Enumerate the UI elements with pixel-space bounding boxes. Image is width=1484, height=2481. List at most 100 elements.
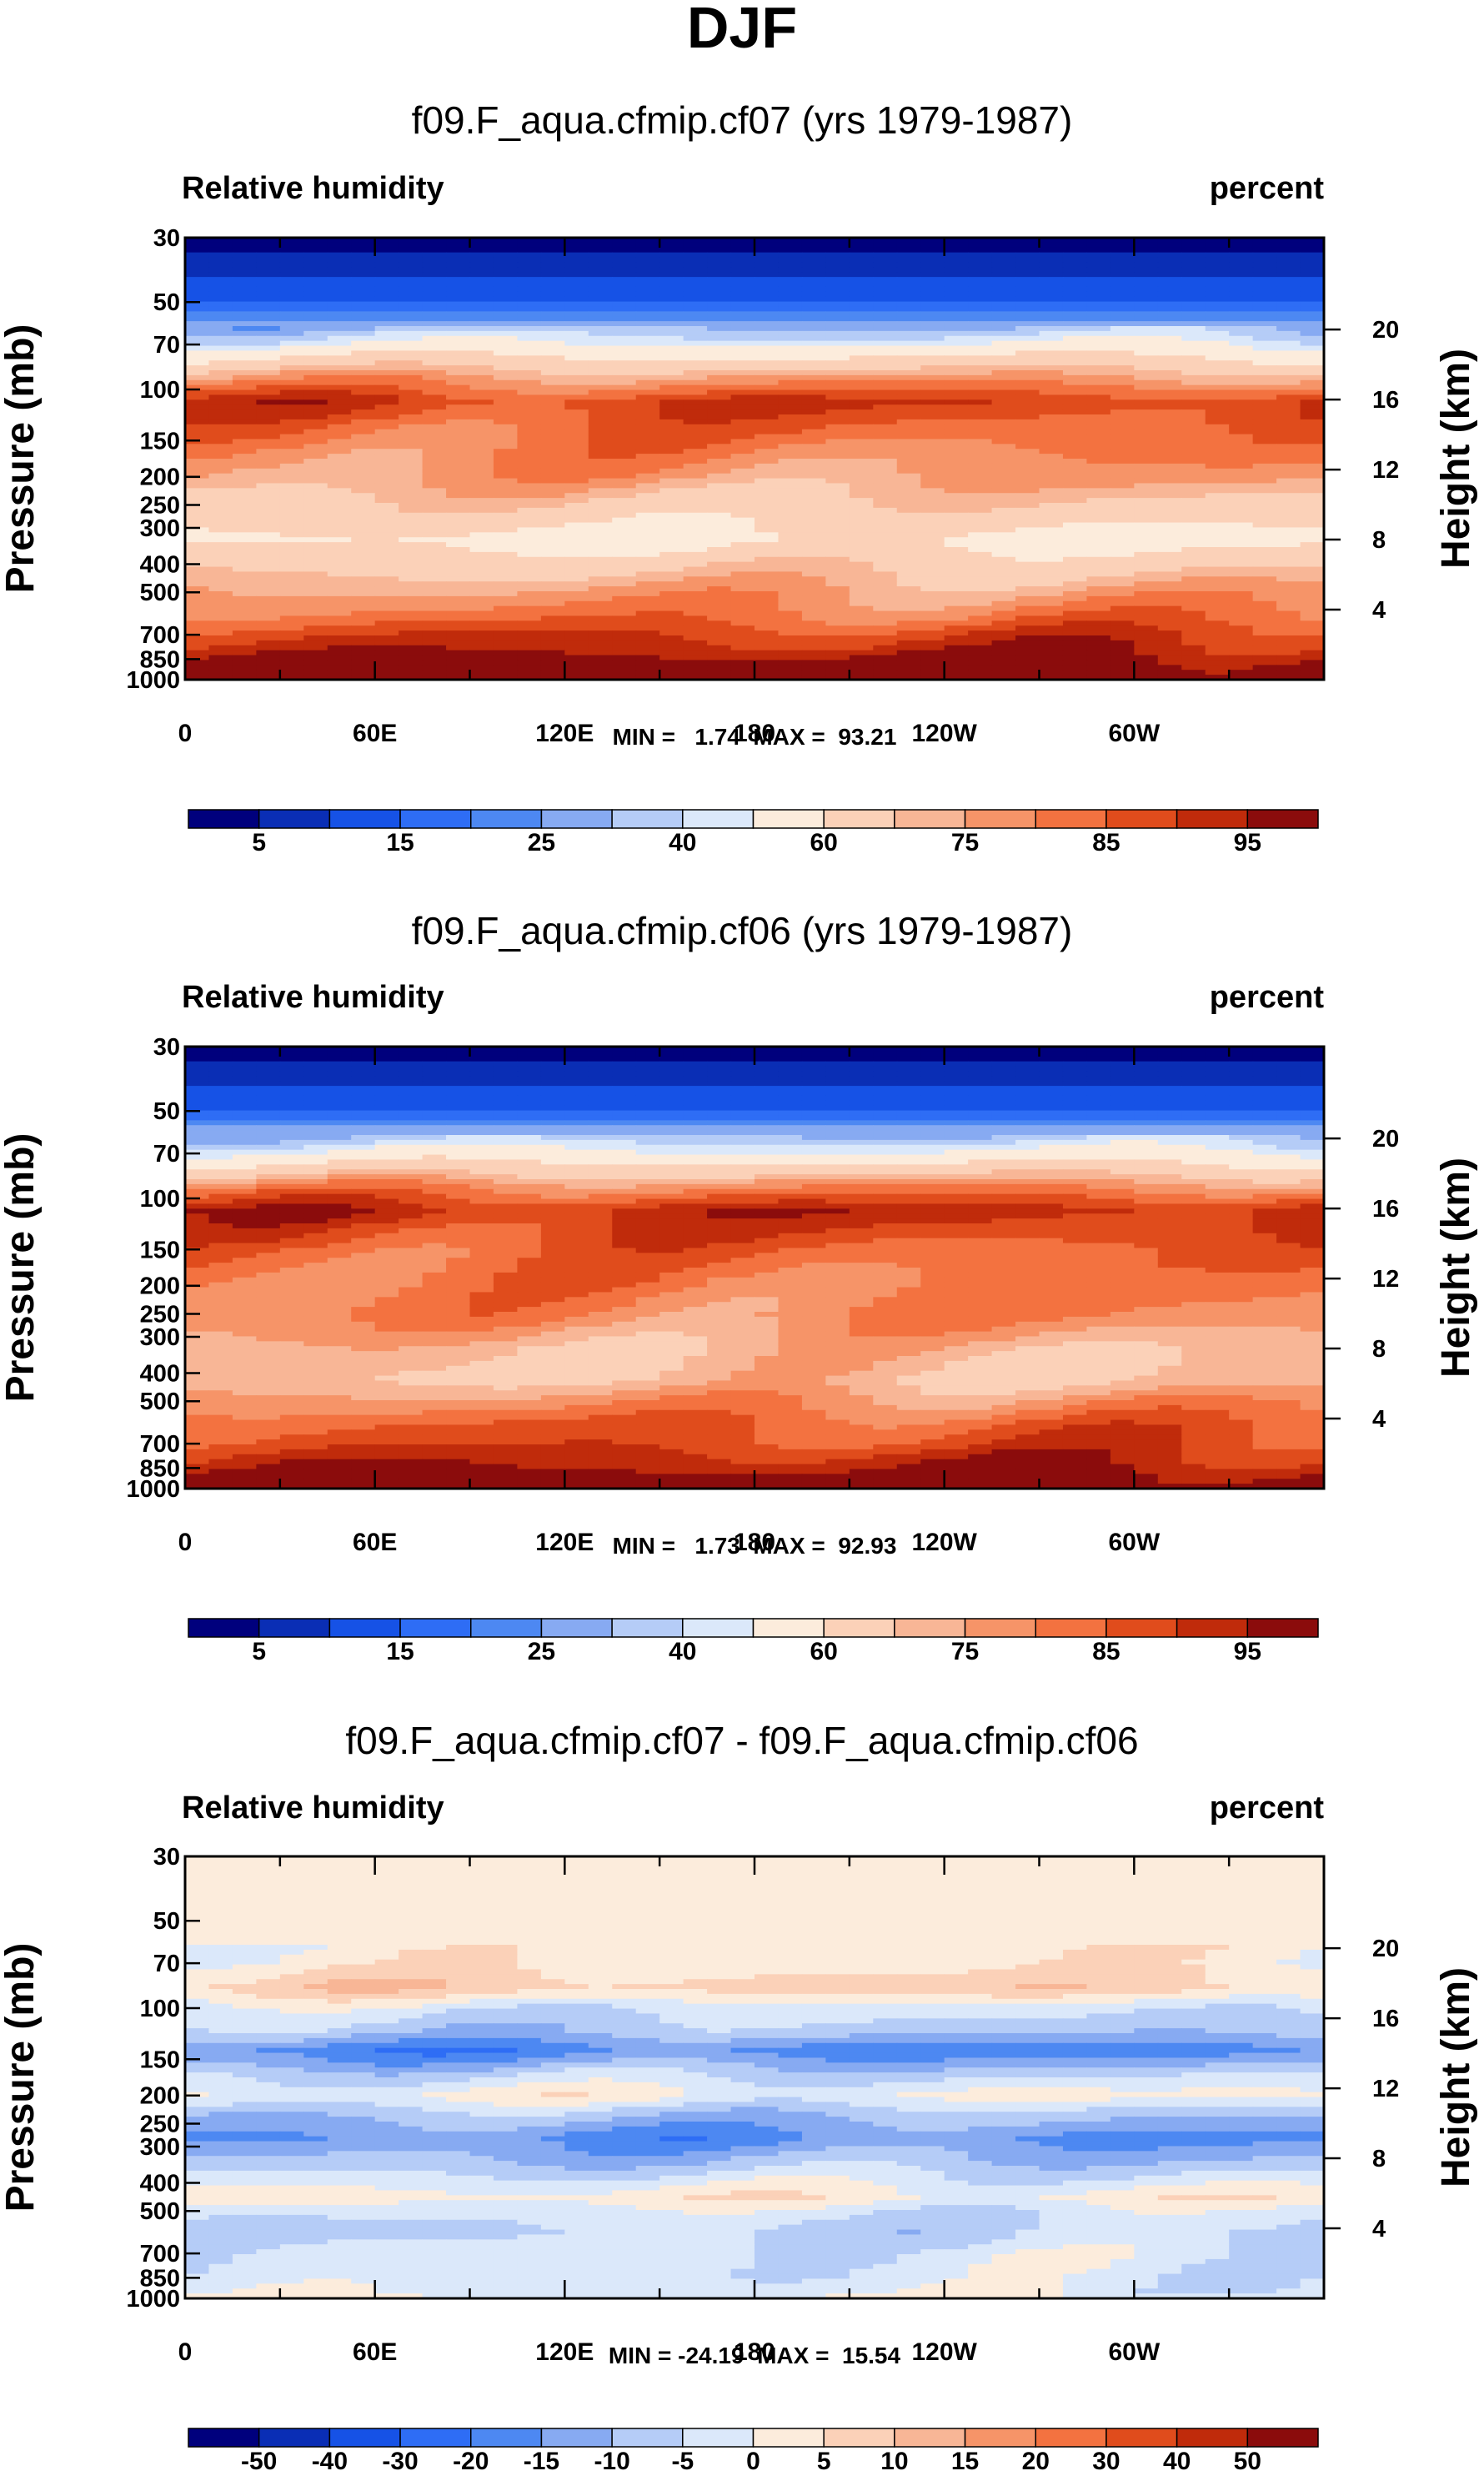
contour-cell [778, 478, 803, 485]
contour-cell [635, 365, 660, 371]
contour-cell [517, 444, 542, 449]
contour-cell [422, 630, 447, 636]
contour-cell [683, 532, 708, 538]
contour-cell [422, 507, 447, 514]
contour-cell [873, 483, 898, 489]
contour-cell [469, 291, 494, 298]
contour-cell [469, 527, 494, 533]
contour-cell [399, 610, 424, 617]
contour-cell [1300, 600, 1325, 607]
contour-cell [659, 404, 684, 410]
contour-cell [707, 444, 732, 449]
contour-cell [540, 1047, 565, 1052]
contour-cell [612, 355, 637, 361]
contour-cell [422, 429, 447, 435]
contour-cell [399, 542, 424, 548]
contour-cell [256, 645, 281, 651]
contour-cell [1086, 527, 1111, 533]
contour-cell [1205, 384, 1230, 391]
contour-cell [896, 335, 921, 342]
contour-cell [896, 556, 921, 563]
contour-cell [1276, 1061, 1301, 1067]
contour-cell [279, 291, 304, 298]
contour-cell [517, 277, 542, 283]
contour-cell [540, 439, 565, 444]
contour-cell [351, 429, 376, 435]
contour-cell [873, 316, 898, 322]
contour-cell [730, 252, 755, 259]
contour-cell [707, 1095, 732, 1102]
contour-cell [303, 345, 328, 352]
contour-cell [1086, 350, 1111, 356]
contour-cell [374, 527, 399, 533]
contour-cell [968, 645, 993, 651]
contour-cell [825, 267, 850, 273]
contour-cell [351, 301, 376, 308]
contour-cell [635, 257, 660, 264]
contour-cell [1181, 454, 1206, 460]
contour-cell [446, 635, 471, 641]
contour-cell [1229, 483, 1254, 489]
contour-cell [1181, 335, 1206, 342]
contour-cell [279, 247, 304, 254]
contour-cell [896, 394, 921, 400]
contour-cell [755, 238, 780, 244]
contour-cell [1134, 277, 1159, 283]
contour-cell [517, 551, 542, 558]
contour-cell [801, 252, 826, 259]
contour-cell [327, 316, 352, 322]
contour-cell [659, 449, 684, 455]
contour-cell [944, 247, 969, 254]
contour-cell [1205, 252, 1230, 259]
contour-cell [493, 262, 519, 268]
contour-cell [849, 1071, 874, 1077]
contour-cell [327, 581, 352, 587]
contour-cell [422, 610, 447, 617]
contour-cell [588, 1066, 613, 1072]
contour-cell [944, 493, 969, 499]
contour-cell [778, 571, 803, 577]
contour-cell [659, 419, 684, 425]
colorbar-swatch [1246, 809, 1319, 829]
contour-cell [1086, 365, 1111, 371]
contour-cell [1157, 537, 1182, 543]
contour-cell [1229, 478, 1254, 485]
contour-cell [1276, 282, 1301, 288]
contour-cell [896, 503, 921, 509]
contour-cell [540, 493, 565, 499]
contour-cell [991, 414, 1016, 420]
contour-cell [635, 600, 660, 607]
contour-cell [873, 468, 898, 475]
contour-cell [517, 517, 542, 524]
contour-cell [327, 660, 352, 665]
contour-cell [1181, 374, 1206, 381]
contour-cell [707, 468, 732, 475]
contour-cell [1157, 340, 1182, 347]
contour-cell [422, 463, 447, 470]
contour-cell [612, 379, 637, 386]
contour-cell [1110, 537, 1135, 543]
contour-cell [374, 566, 399, 573]
contour-cell [1205, 586, 1230, 592]
contour-cell [564, 468, 589, 475]
contour-cell [1134, 1056, 1159, 1062]
contour-cell [801, 591, 826, 597]
contour-cell [920, 1056, 945, 1062]
contour-cell [540, 1091, 565, 1097]
contour-cell [920, 605, 945, 612]
contour-cell [1110, 625, 1135, 631]
contour-cell [1110, 1056, 1135, 1062]
contour-cell [493, 335, 519, 342]
contour-cell [327, 635, 352, 641]
contour-cell [1276, 316, 1301, 322]
contour-cell [303, 610, 328, 617]
contour-cell [707, 434, 732, 440]
contour-cell [1252, 409, 1277, 415]
contour-cell [920, 238, 945, 244]
contour-cell [659, 439, 684, 444]
contour-cell [493, 399, 519, 405]
contour-cell [564, 301, 589, 308]
contour-cell [968, 454, 993, 460]
contour-cell [1110, 660, 1135, 665]
contour-cell [256, 551, 281, 558]
